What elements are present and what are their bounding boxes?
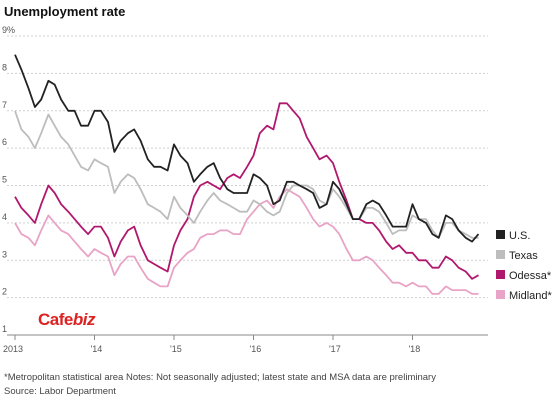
series-line-midland [14, 188, 479, 295]
x-tick-label: '17 [329, 344, 341, 354]
y-tick-label: 6 [2, 137, 7, 147]
y-tick-label: 2 [2, 287, 7, 297]
cafebiz-watermark: Cafebiz [38, 310, 95, 330]
x-tick-label: '15 [170, 344, 182, 354]
watermark-biz: biz [72, 310, 96, 329]
legend-label-us: U.S. [509, 230, 530, 242]
y-tick-label: 4 [2, 212, 7, 222]
x-tick-label: '16 [249, 344, 261, 354]
legend-swatch-texas [496, 250, 505, 259]
legend-label-midland: Midland* [509, 290, 553, 302]
y-tick-label: 5 [2, 175, 7, 185]
y-tick-label: 8 [2, 62, 7, 72]
x-tick-label: '14 [90, 344, 102, 354]
chart-title: Unemployment rate [4, 4, 126, 19]
y-tick-label: 9% [2, 25, 15, 35]
legend-swatch-us [496, 230, 505, 239]
watermark-c: C [38, 310, 50, 329]
watermark-afe: afe [49, 310, 74, 329]
y-tick-label: 7 [2, 100, 7, 110]
legend-label-odessa: Odessa* [509, 270, 552, 282]
legend-swatch-odessa [496, 270, 505, 279]
gridlines [7, 35, 488, 336]
series-line-odessa [14, 102, 479, 280]
legend: U.S. Texas Odessa* Midland* [496, 230, 553, 302]
footnote-notes: *Metropolitan statistical area Notes: No… [4, 372, 436, 383]
footnote-source: Source: Labor Department [4, 386, 116, 397]
series-line-texas [14, 110, 479, 239]
y-tick-label: 1 [2, 324, 7, 334]
x-tick-label: '18 [408, 344, 420, 354]
legend-swatch-midland [496, 290, 505, 299]
series-lines [14, 54, 480, 295]
legend-label-texas: Texas [509, 250, 538, 262]
series-line-us [14, 54, 480, 243]
y-axis-ticks: 9% 8 7 6 5 4 3 2 1 [2, 25, 15, 334]
x-tick-label: 2013 [3, 344, 23, 354]
x-axis-ticks: 2013 '14 '15 '16 '17 '18 [3, 335, 420, 354]
y-tick-label: 3 [2, 249, 7, 259]
